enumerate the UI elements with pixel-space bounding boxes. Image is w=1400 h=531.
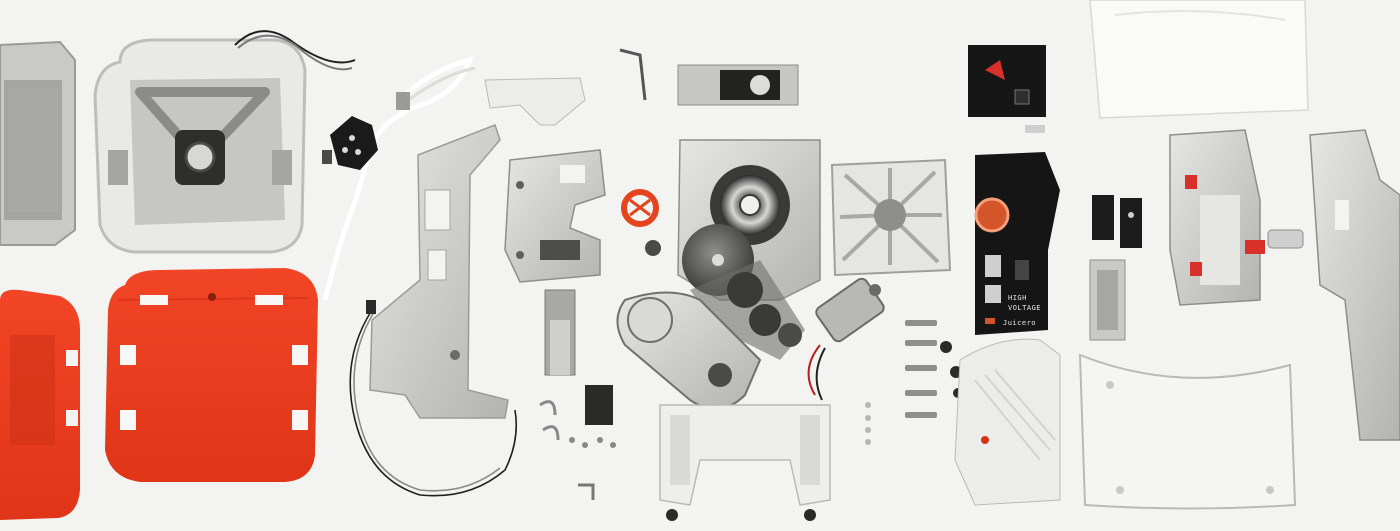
linear-rail-block [1090, 260, 1125, 340]
pcb-warning-line2: VOLTAGE [1008, 304, 1041, 312]
top-lid-panel [95, 40, 305, 252]
orange-side-panel-left [0, 290, 80, 520]
bottom-right-tray [1080, 355, 1295, 509]
pcb-warning-line1: HIGH [1008, 294, 1027, 302]
top-right-cover [1090, 0, 1308, 118]
cable-connector [396, 92, 410, 110]
left-metal-frame [0, 42, 75, 245]
piston-bracket [545, 290, 575, 375]
orange-pulley [624, 192, 656, 224]
wire-connector [366, 300, 376, 314]
orange-front-panel [105, 268, 318, 482]
pcb-brand: Juicero [1003, 319, 1036, 327]
small-gear [645, 240, 661, 256]
lid-center-hub [186, 143, 214, 171]
fan-grille [832, 160, 950, 275]
main-power-board: HIGH VOLTAGE Juicero [975, 152, 1060, 335]
copper-inductor [976, 199, 1008, 231]
heatsink-housing [955, 339, 1060, 505]
top-mount-plate [678, 65, 798, 105]
sensor-bracket [322, 150, 332, 164]
